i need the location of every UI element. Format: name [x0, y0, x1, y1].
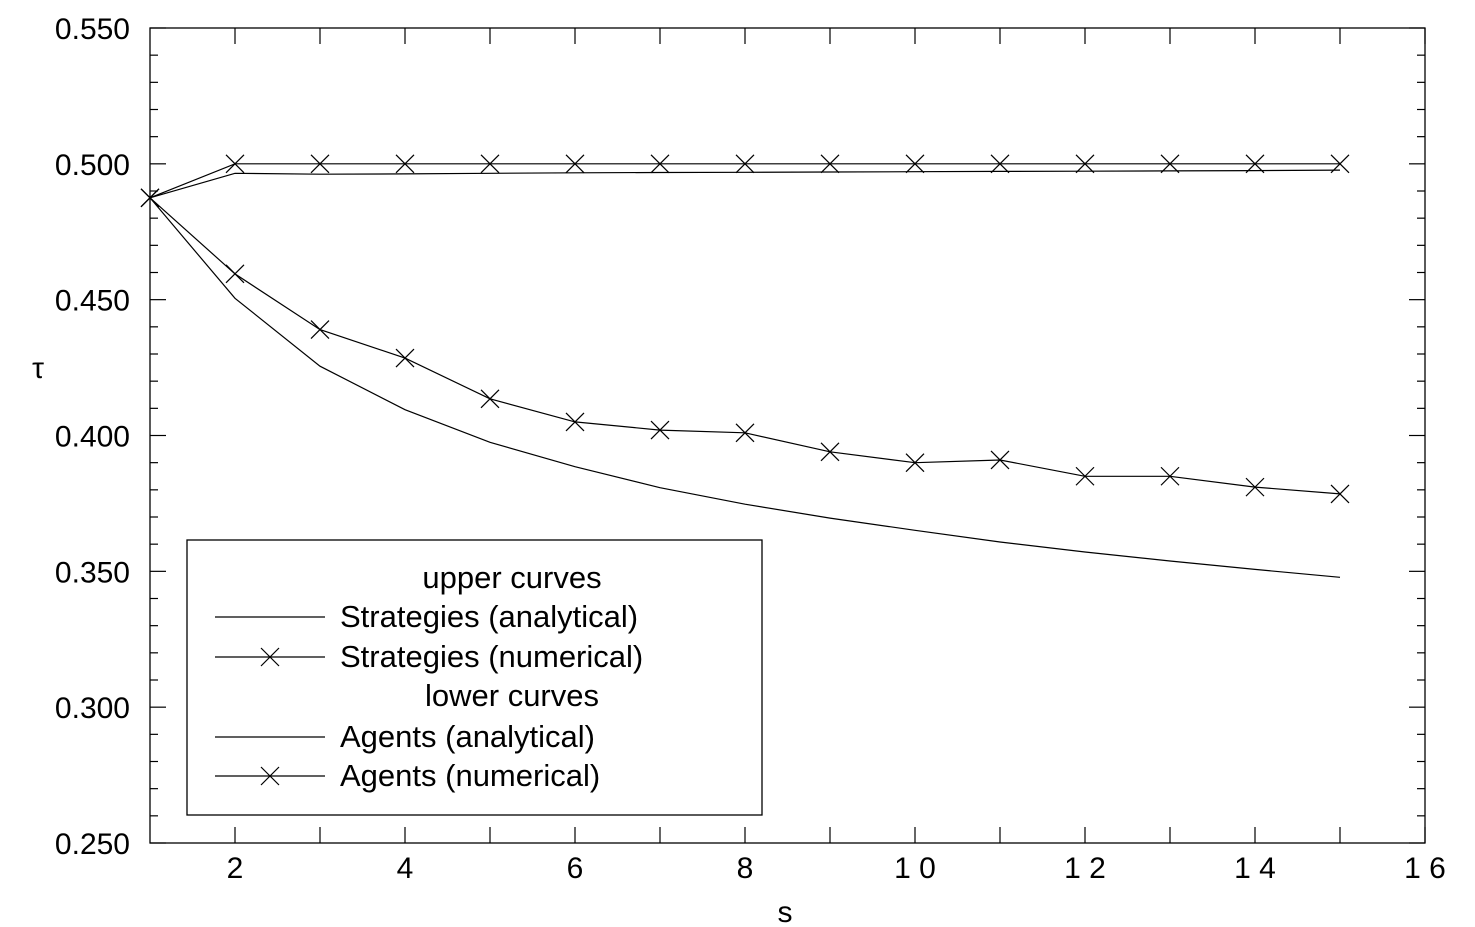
y-axis-label: τ	[32, 352, 44, 385]
legend-label-strategies-analytical: Strategies (analytical)	[340, 599, 638, 634]
legend-marker-strategies-numerical	[260, 647, 280, 667]
data-point-strategies-numerical-13	[1160, 154, 1180, 174]
data-point-agents-numerical-13	[1160, 466, 1180, 486]
data-point-agents-numerical-10	[905, 453, 925, 473]
x-tick-label-16: 1 6	[1404, 852, 1446, 885]
series-line-strategies-numerical	[149, 163, 1340, 199]
y-tick-label-0-55: 0.550	[55, 13, 130, 46]
data-point-strategies-numerical-3	[310, 154, 330, 174]
data-point-strategies-numerical-8	[735, 154, 755, 174]
series-layer	[140, 154, 1350, 578]
y-tick-label-0-5: 0.500	[55, 149, 130, 182]
data-point-strategies-numerical-12	[1075, 154, 1095, 174]
data-point-agents-numerical-5	[480, 389, 500, 409]
axis-tick-labels: 0.250 0.300 0.350 0.400 0.450 0.500 0.550 2 4 6 8 1…	[55, 13, 1446, 885]
legend-heading-lower: lower curves	[425, 678, 599, 713]
x-tick-label-10: 1 0	[894, 852, 936, 885]
legend-label-agents-numerical: Agents (numerical)	[340, 758, 600, 793]
legend-marker-agents-numerical	[260, 766, 280, 786]
data-point-agents-numerical-11	[990, 450, 1010, 470]
legend-box	[186, 539, 763, 816]
data-point-strategies-numerical-6	[565, 154, 585, 174]
data-point-strategies-numerical-5	[480, 154, 500, 174]
data-point-agents-numerical-2	[225, 264, 245, 284]
data-point-agents-numerical-4	[395, 348, 415, 368]
y-tick-label-0-3: 0.300	[55, 692, 130, 725]
data-point-agents-numerical-14	[1245, 477, 1265, 497]
series-line-agents-numerical	[149, 197, 1341, 495]
data-point-strategies-numerical-15	[1330, 154, 1350, 174]
data-point-agents-numerical-15	[1330, 484, 1350, 504]
data-point-strategies-numerical-10	[905, 154, 925, 174]
data-point-agents-numerical-3	[310, 320, 330, 339]
legend: upper curves Strategies (analytical) Str…	[186, 539, 763, 816]
data-point-agents-numerical-1	[140, 188, 160, 208]
axis-ticks	[150, 27, 1426, 844]
x-tick-label-2: 2	[227, 852, 244, 885]
legend-heading-upper: upper curves	[422, 560, 601, 595]
data-point-strategies-numerical-14	[1245, 154, 1265, 174]
data-point-agents-numerical-6	[565, 412, 585, 432]
y-tick-label-0-35: 0.350	[55, 556, 130, 589]
data-point-agents-numerical-9	[820, 442, 840, 462]
y-tick-label-0-4: 0.400	[55, 421, 130, 454]
data-point-agents-numerical-12	[1075, 466, 1095, 486]
data-point-strategies-numerical-4	[395, 154, 415, 174]
data-point-agents-numerical-7	[650, 420, 670, 440]
x-tick-label-4: 4	[397, 852, 414, 885]
y-tick-label-0-25: 0.250	[55, 828, 130, 861]
x-tick-label-12: 1 2	[1064, 852, 1106, 885]
legend-label-agents-analytical: Agents (analytical)	[340, 719, 595, 754]
x-tick-label-6: 6	[567, 852, 584, 885]
data-point-strategies-numerical-11	[990, 154, 1010, 174]
y-tick-label-0-45: 0.450	[55, 285, 130, 318]
legend-label-strategies-numerical: Strategies (numerical)	[340, 639, 643, 674]
data-point-strategies-numerical-9	[820, 154, 840, 174]
series-line-agents-analytical	[149, 197, 1341, 578]
series-line-strategies-analytical	[149, 169, 1341, 199]
data-point-strategies-numerical-7	[650, 154, 670, 174]
data-point-strategies-numerical-2	[225, 154, 245, 174]
data-point-agents-numerical-8	[735, 423, 755, 443]
x-tick-label-14: 1 4	[1234, 852, 1276, 885]
x-tick-label-8: 8	[737, 852, 754, 885]
x-axis-label: s	[778, 896, 793, 927]
